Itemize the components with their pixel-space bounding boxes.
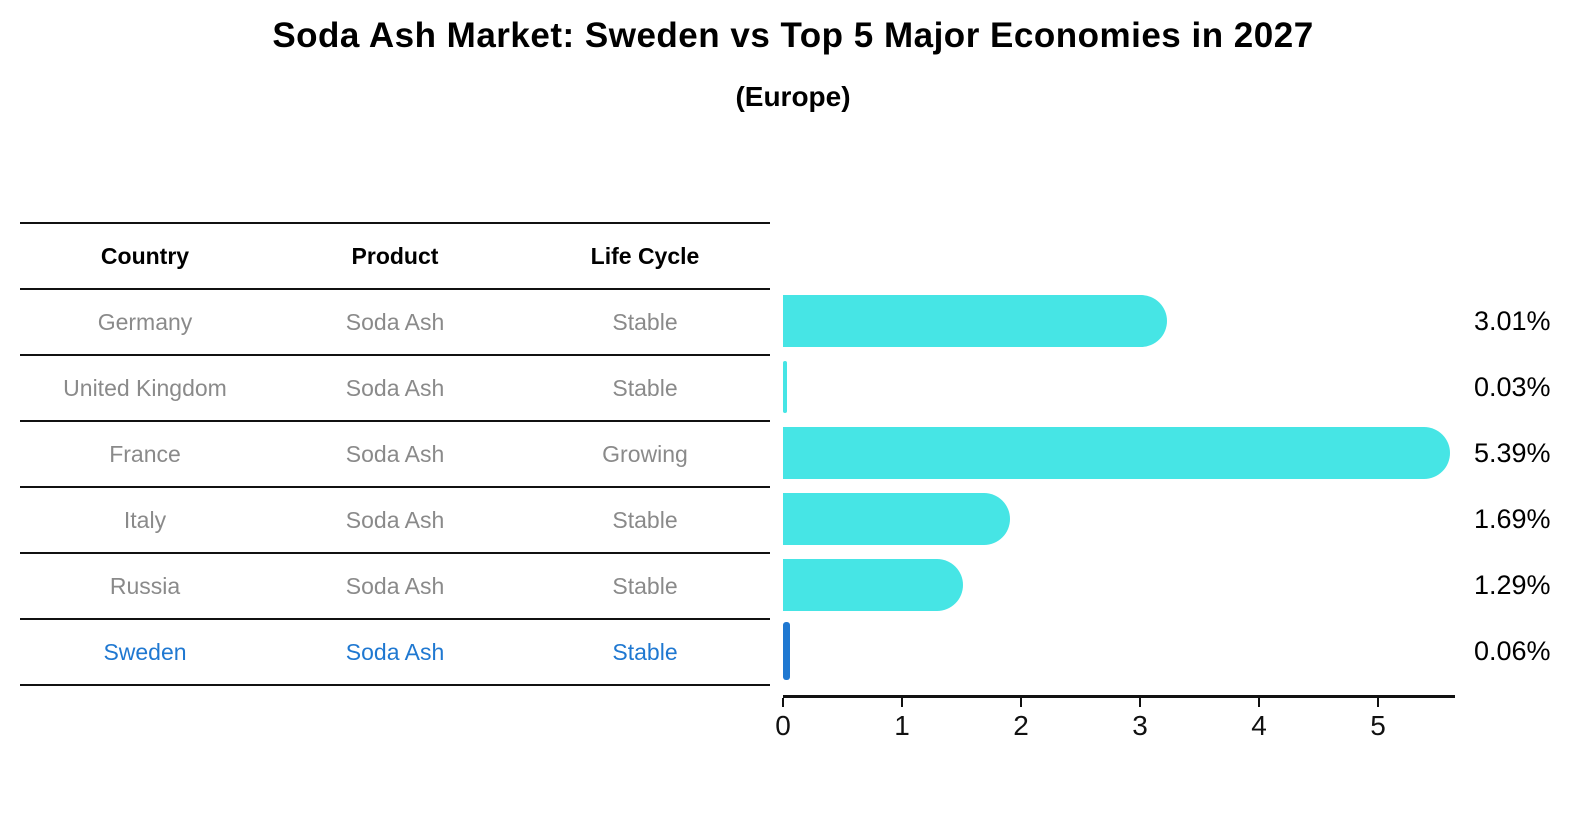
cell-country: Russia — [109, 572, 181, 599]
table-rows: Germany Soda Ash Stable United Kingdom S… — [20, 290, 770, 686]
table-row: Sweden Soda Ash Stable — [20, 620, 770, 686]
bar-value-label: 0.06% — [1474, 636, 1551, 666]
cell-country: United Kingdom — [63, 374, 227, 401]
cell-country: Sweden — [103, 638, 187, 665]
header-product: Product — [351, 242, 439, 269]
table-row: France Soda Ash Growing — [20, 422, 770, 488]
cell-product: Soda Ash — [345, 374, 445, 401]
cell-life-cycle: Stable — [612, 506, 678, 533]
x-tick-label: 1 — [894, 710, 910, 741]
x-tick-label: 0 — [775, 710, 791, 741]
table-row: United Kingdom Soda Ash Stable — [20, 356, 770, 422]
cell-country: Italy — [123, 506, 167, 533]
chart-subtitle: (Europe) — [735, 81, 851, 112]
header-life-cycle: Life Cycle — [590, 242, 700, 269]
bar-italy — [783, 493, 1011, 545]
bar-france — [783, 427, 1451, 479]
cell-life-cycle: Stable — [612, 374, 678, 401]
x-tick-label: 4 — [1251, 710, 1267, 741]
cell-country: Germany — [97, 308, 193, 335]
cell-life-cycle: Stable — [612, 638, 678, 665]
cell-country: France — [109, 440, 181, 467]
bar-value-label: 1.29% — [1474, 570, 1551, 600]
x-tick-mark — [1139, 698, 1141, 707]
header-country: Country — [100, 242, 190, 269]
x-tick-mark — [782, 698, 784, 707]
cell-product: Soda Ash — [345, 506, 445, 533]
bar-sweden — [783, 622, 791, 680]
country-table: Country Product Life Cycle Germany Soda … — [20, 222, 770, 686]
bar-germany — [783, 295, 1168, 347]
table-row: Italy Soda Ash Stable — [20, 488, 770, 554]
x-tick-label: 2 — [1013, 710, 1029, 741]
cell-product: Soda Ash — [345, 638, 445, 665]
cell-product: Soda Ash — [345, 440, 445, 467]
bar-value-label: 1.69% — [1474, 504, 1551, 534]
cell-life-cycle: Stable — [612, 572, 678, 599]
x-tick-mark — [1377, 698, 1379, 707]
cell-life-cycle: Stable — [612, 308, 678, 335]
x-tick-mark — [1258, 698, 1260, 707]
cell-product: Soda Ash — [345, 572, 445, 599]
value-labels: 3.01% 0.03% 5.39% 1.69% 1.29% 0.06% — [1466, 288, 1576, 684]
x-tick-mark — [1020, 698, 1022, 707]
cell-product: Soda Ash — [345, 308, 445, 335]
bar-plot: 0 1 2 3 4 5 — [775, 222, 1463, 782]
bar-united-kingdom — [783, 361, 787, 413]
bar-value-label: 5.39% — [1474, 438, 1551, 468]
table-row: Russia Soda Ash Stable — [20, 554, 770, 620]
chart-title: Soda Ash Market: Sweden vs Top 5 Major E… — [272, 16, 1314, 55]
x-tick-label: 5 — [1370, 710, 1386, 741]
cell-life-cycle: Growing — [602, 440, 688, 467]
table-header-row: Country Product Life Cycle — [20, 224, 770, 290]
bar-russia — [783, 559, 963, 611]
table-row: Germany Soda Ash Stable — [20, 290, 770, 356]
bar-value-label: 3.01% — [1474, 306, 1551, 336]
bar-value-label: 0.03% — [1474, 372, 1551, 402]
x-tick-label: 3 — [1132, 710, 1148, 741]
x-tick-mark — [901, 698, 903, 707]
x-axis-line — [783, 695, 1455, 698]
